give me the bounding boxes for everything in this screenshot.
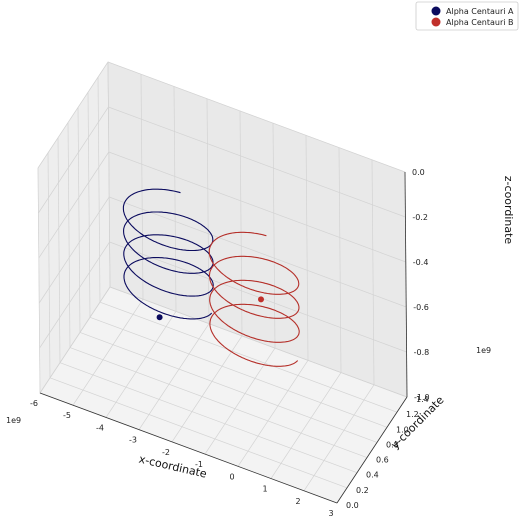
legend-label-b: Alpha Centauri B	[446, 18, 514, 27]
series-line-0	[122, 188, 214, 320]
grid-y-wall	[97, 77, 101, 303]
x-offset-text: 1e9	[6, 416, 21, 425]
grid-lines	[37, 61, 408, 504]
grid-z-wallx	[38, 106, 109, 214]
grid-y-floor	[49, 377, 348, 489]
grid-x-floor	[204, 347, 276, 455]
z-axis-label: z-coordinate	[502, 176, 515, 245]
grid-x-floor	[72, 299, 144, 406]
grid-y-floor	[69, 347, 368, 458]
grid-x-wall	[140, 74, 144, 300]
grid-x-floor	[303, 384, 375, 491]
y-tick-label: 1.2	[406, 410, 419, 419]
series-line-1	[208, 231, 300, 367]
tick-labels: -6 -5 -4 -3 -2 -1 0 1 2 3 0.0 0.2 0.4 0.6 0.8 1.0 1.2 1.4…	[30, 168, 430, 518]
series-marker-1	[258, 296, 264, 303]
x-tick-label: 3	[328, 509, 333, 518]
legend-label-a: Alpha Centauri A	[446, 7, 514, 16]
y-tick-label: 0.4	[366, 471, 379, 480]
y-axis-line	[336, 396, 408, 504]
z-tick-label: -0.8	[414, 348, 430, 357]
z-tick-label: -0.6	[413, 303, 429, 312]
grid-x-floor	[270, 372, 342, 479]
grid-y-wall	[67, 122, 71, 348]
grid-y-floor	[89, 316, 388, 428]
z-tick-label: -0.2	[412, 213, 428, 222]
z-tick-label: 0.0	[412, 168, 425, 177]
x-tick-label: -2	[162, 448, 170, 457]
grid-z-wally	[109, 241, 407, 353]
grid-x-floor	[138, 323, 210, 430]
legend: Alpha Centauri A Alpha Centauri B	[415, 1, 519, 31]
grid-y-wall	[107, 61, 111, 288]
grid-x-wall	[338, 147, 342, 373]
x-tick-label: 1	[262, 485, 267, 494]
grid-z-wally	[108, 151, 406, 263]
legend-box	[415, 1, 519, 31]
x-tick-label: -1	[195, 460, 203, 469]
legend-marker-a	[431, 6, 441, 16]
legend-marker-b	[431, 17, 441, 27]
z-tick-label: -0.4	[413, 258, 429, 267]
grid-x-wall	[173, 86, 177, 312]
grid-y-floor	[79, 332, 378, 443]
grid-z-wally	[107, 61, 406, 173]
y-tick-label: 0.6	[376, 456, 389, 465]
grid-z-wally	[108, 106, 406, 218]
y-tick-label: 1.0	[396, 425, 409, 434]
x-tick-label: 0	[229, 472, 234, 481]
x-tick-label: -4	[96, 423, 104, 432]
grid-x-wall	[206, 98, 210, 324]
grid-z-wally	[109, 286, 408, 398]
grid-x-wall	[305, 135, 309, 361]
grid-x-wall	[239, 110, 243, 336]
grid-y-wall	[37, 167, 41, 394]
z-axis-line	[404, 171, 408, 398]
y-offset-text: 1e9	[476, 346, 491, 355]
grid-x-wall	[371, 159, 375, 385]
grid-y-wall	[57, 137, 61, 363]
grid-z-wallx	[39, 286, 111, 394]
x-tick-label: 2	[295, 497, 300, 506]
series-marker-0	[156, 314, 163, 321]
y-tick-label: 1.4	[416, 395, 429, 404]
series-lines	[122, 188, 300, 367]
x-axis-line	[39, 392, 338, 504]
grid-z-wallx	[38, 151, 110, 259]
x-tick-label: -5	[63, 411, 71, 420]
grid-z-wallx	[39, 241, 110, 349]
y-tick-label: 0.8	[386, 440, 399, 449]
grid-y-wall	[87, 92, 91, 318]
grid-z-wally	[109, 196, 407, 308]
grid-z-wallx	[38, 196, 110, 304]
x-tick-label: -6	[30, 399, 38, 408]
grid-y-floor	[59, 362, 358, 474]
y-tick-label: 0.0	[346, 501, 359, 510]
grid-x-floor	[105, 311, 177, 418]
x-axis-label: x-coordinate	[138, 452, 209, 480]
grid-x-floor	[237, 360, 309, 467]
grid-y-wall	[47, 152, 51, 378]
grid-y-wall	[77, 107, 81, 333]
x-tick-label: -3	[129, 436, 137, 445]
grid-y-floor	[99, 301, 398, 413]
axis-panes	[37, 61, 408, 504]
grid-x-floor	[171, 335, 243, 443]
y-tick-label: 0.2	[356, 486, 369, 495]
z-tick-label: -1.0	[414, 393, 430, 402]
grid-z-wallx	[37, 61, 109, 169]
